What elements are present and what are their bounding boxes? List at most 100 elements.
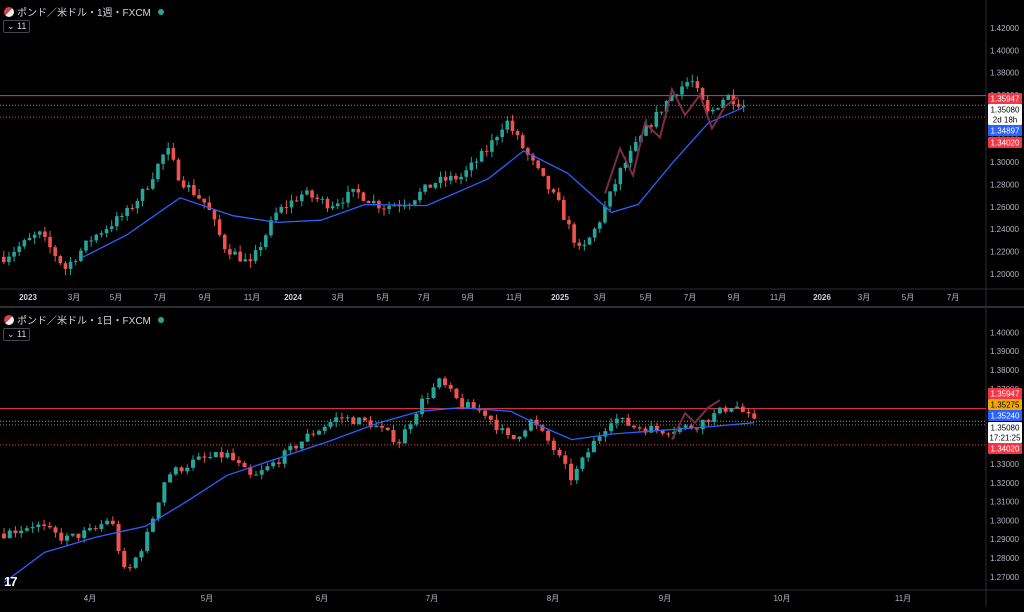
candle-body — [413, 200, 417, 205]
candle-body — [320, 198, 325, 200]
candle-body — [135, 201, 140, 209]
candle-body — [43, 231, 47, 238]
gbp-usd-flag-icon — [4, 6, 14, 17]
daily-chart-pane[interactable]: ポンド／米ドル・1日・FXCM ⌄ 11 1.40000 1.39000 1.380… — [0, 308, 1024, 607]
candle-body — [464, 170, 469, 177]
candle-body — [356, 188, 361, 193]
candle-body — [63, 263, 68, 269]
candle-body — [459, 176, 463, 180]
candle-body — [176, 159, 181, 181]
candle-body — [300, 194, 304, 202]
candle-body — [420, 398, 425, 414]
y-tick-label: 1.31000 — [990, 498, 1019, 507]
candle-body — [520, 135, 525, 149]
candle-body — [500, 129, 504, 138]
moving-average-line — [3, 406, 755, 584]
candle-body — [569, 463, 574, 481]
candle-body — [608, 191, 612, 207]
price-badge-blue — [988, 410, 1022, 421]
candle-body — [649, 425, 654, 433]
x-tick-label: 2025 — [551, 293, 569, 302]
candle-body — [248, 259, 253, 262]
y-tick-label: 1.40000 — [990, 46, 1019, 55]
candle-body — [752, 413, 757, 419]
weekly-indicator-toggle[interactable]: ⌄ 11 — [3, 20, 31, 33]
price-badge-label: 1.35947 — [991, 95, 1020, 104]
x-tick-label: 2026 — [813, 293, 831, 302]
candle-body — [587, 237, 592, 245]
weekly-chart-canvas[interactable]: 1.420001.400001.380001.360001.340001.320… — [0, 0, 1024, 306]
candle-body — [666, 433, 671, 435]
candle-body — [551, 440, 556, 450]
candle-body — [310, 190, 314, 198]
price-badge-label: 1.35240 — [991, 412, 1020, 421]
y-tick-label: 1.27000 — [990, 573, 1019, 582]
x-tick-label: 3月 — [68, 293, 80, 302]
candle-body — [695, 81, 700, 89]
x-tick-label: 11月 — [244, 293, 260, 302]
candle-body — [2, 533, 7, 539]
x-tick-label: 7月 — [418, 293, 430, 302]
candle-body — [706, 419, 711, 422]
candle-body — [233, 251, 237, 255]
candle-body — [469, 162, 474, 171]
candle-body — [219, 452, 224, 458]
candle-body — [181, 180, 186, 188]
tradingview-logo-icon[interactable]: 17 — [4, 574, 18, 589]
candle-body — [460, 398, 465, 408]
weekly-chart-pane[interactable]: ポンド／米ドル・1週・FXCM ⌄ 11 1.42000 1.40000 1.380… — [0, 0, 1024, 306]
candle-body — [717, 407, 722, 414]
candle-body — [528, 419, 533, 431]
candle-body — [551, 189, 556, 193]
wave-drawing — [671, 399, 721, 441]
candle-body — [48, 237, 52, 248]
candle-body — [726, 94, 731, 100]
candles — [2, 376, 757, 572]
candle-body — [433, 183, 438, 188]
candle-body — [374, 426, 379, 428]
candle-body — [368, 420, 373, 428]
candle-body — [19, 530, 24, 534]
candle-body — [258, 246, 263, 251]
candle-body — [449, 175, 453, 181]
daily-indicator-toggle[interactable]: ⌄ 11 — [3, 328, 31, 341]
candle-body — [197, 195, 201, 199]
y-tick-label: 1.28000 — [990, 180, 1019, 189]
candle-body — [264, 235, 268, 247]
candle-body — [151, 179, 155, 189]
candle-body — [716, 108, 720, 110]
candle-body — [317, 430, 322, 435]
price-badge-blue — [988, 125, 1022, 136]
price-badge-label: 1.34897 — [991, 127, 1020, 136]
candle-body — [351, 188, 355, 192]
candle-body — [428, 184, 433, 188]
candle-body — [65, 535, 70, 541]
candle-body — [580, 457, 585, 469]
price-badge-white — [988, 104, 1022, 115]
candle-body — [431, 387, 436, 399]
candle-body — [397, 205, 402, 207]
candle-body — [465, 402, 470, 408]
daily-legend[interactable]: ポンド／米ドル・1日・FXCM — [4, 312, 164, 327]
candle-body — [695, 428, 700, 430]
y-tick-label: 1.22000 — [990, 247, 1019, 256]
candle-body — [166, 148, 171, 155]
candle-body — [315, 197, 320, 200]
candle-body — [705, 100, 710, 112]
candle-body — [649, 125, 653, 127]
weekly-legend-text: ポンド／米ドル・1週・FXCM — [17, 8, 151, 19]
candle-body — [477, 409, 482, 411]
pane-divider[interactable] — [0, 306, 1024, 308]
candle-body — [563, 455, 568, 464]
candle-body — [510, 120, 515, 132]
candle-body — [623, 162, 628, 168]
candle-body — [536, 160, 540, 169]
price-badge-label: 1.35275 — [991, 401, 1020, 410]
candle-body — [660, 429, 665, 434]
candle-body — [13, 530, 18, 534]
candle-body — [76, 533, 81, 538]
weekly-legend[interactable]: ポンド／米ドル・1週・FXCM — [4, 4, 164, 19]
daily-chart-canvas[interactable]: 1.400001.390001.380001.370001.360001.350… — [0, 308, 1024, 607]
candle-body — [675, 94, 679, 96]
candle-body — [208, 457, 213, 459]
